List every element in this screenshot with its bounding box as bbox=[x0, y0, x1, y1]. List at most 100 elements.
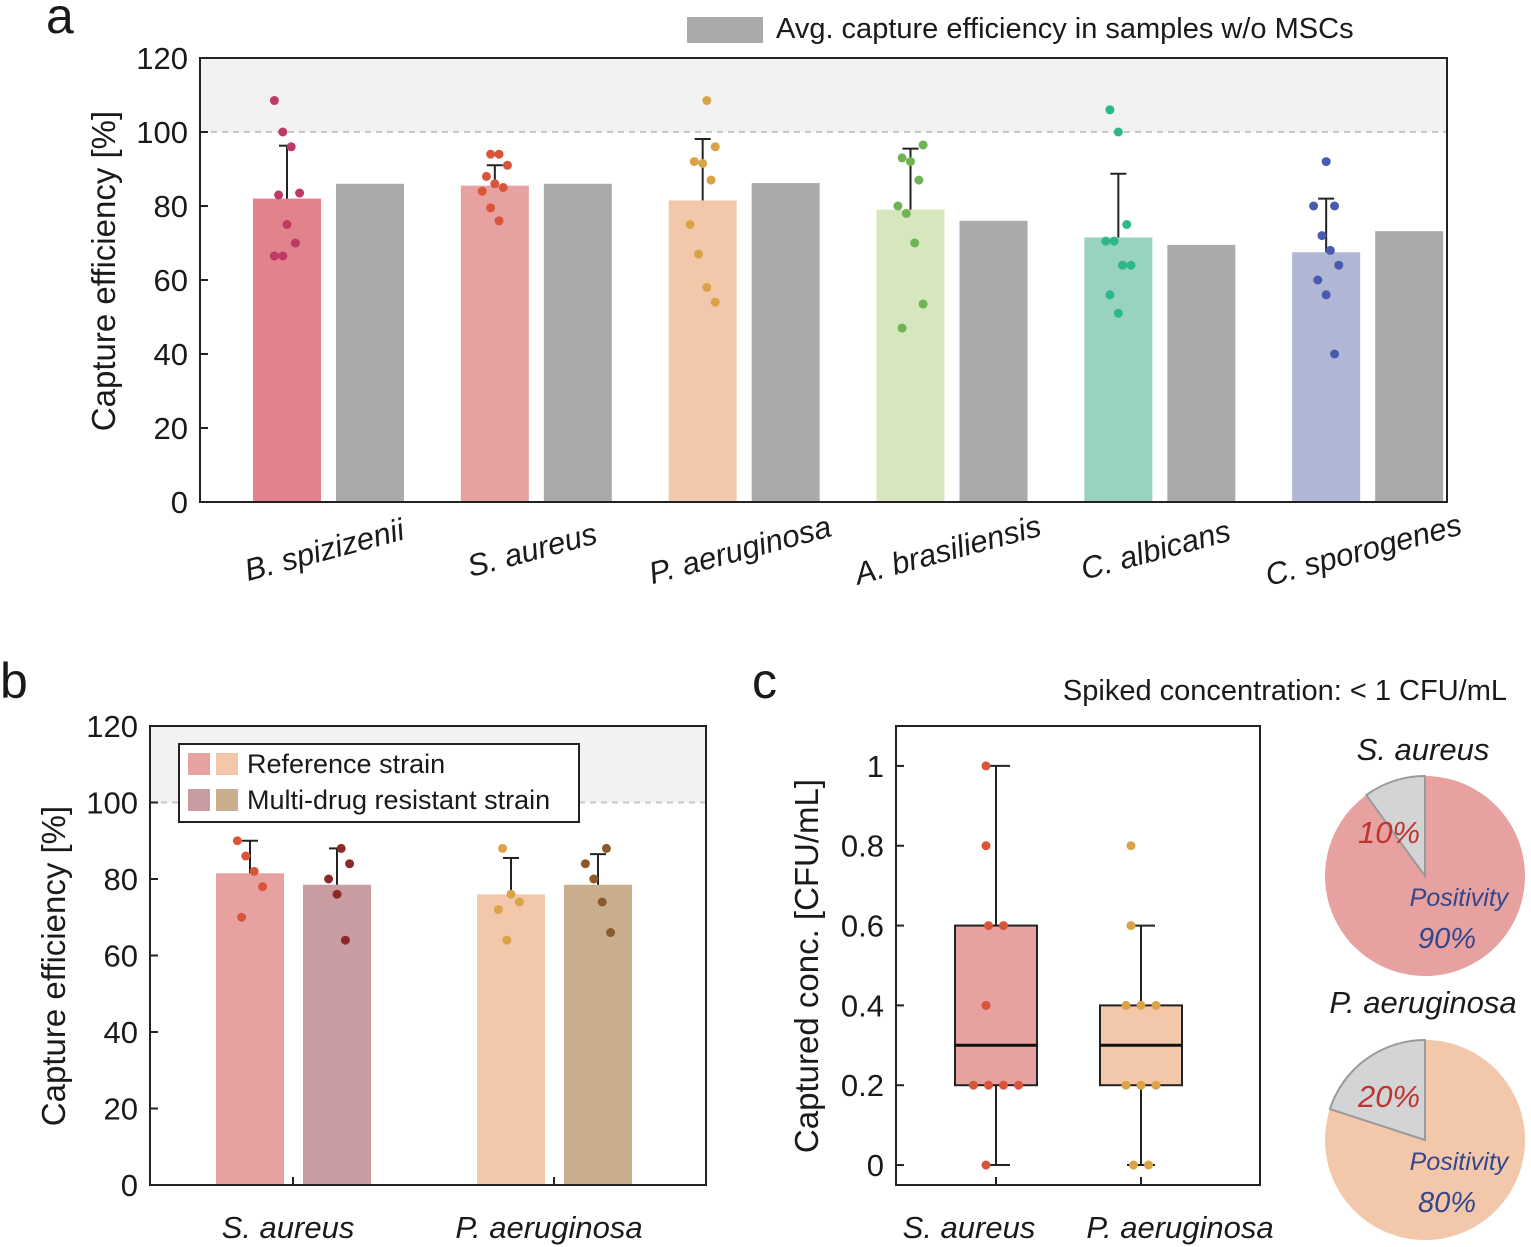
panel-b-data-point bbox=[502, 935, 512, 945]
panel-a-data-point bbox=[897, 153, 907, 163]
panel-a-ytick-label: 120 bbox=[136, 41, 188, 76]
panel-c-ytick-label: 0.6 bbox=[841, 909, 884, 944]
panel-a-data-point bbox=[269, 96, 279, 106]
panel-c-data-point bbox=[981, 1000, 991, 1010]
panel-c-ytick-label: 0.4 bbox=[841, 988, 884, 1023]
panel-c-frame bbox=[895, 725, 1261, 1186]
panel-a-bar bbox=[1292, 252, 1361, 502]
panel-a-data-point bbox=[490, 179, 500, 189]
panel-a-data-point bbox=[269, 251, 279, 261]
panel-a-data-point bbox=[918, 299, 928, 309]
panel-a-ytick-label: 60 bbox=[154, 263, 188, 298]
panel-a-data-point bbox=[1313, 275, 1323, 285]
panel-c-data-point bbox=[1129, 1160, 1138, 1170]
panel-b-data-point bbox=[506, 889, 516, 899]
panel-c-category-label: P. aeruginosa bbox=[1086, 1210, 1273, 1245]
panel-c-data-point bbox=[1126, 921, 1136, 931]
panel-b-data-point bbox=[258, 882, 268, 892]
panel-a-data-point bbox=[1321, 290, 1331, 300]
panel-a-data-point bbox=[1113, 127, 1123, 137]
panel-b-data-point bbox=[606, 928, 616, 938]
panel-a-data-point bbox=[685, 220, 695, 229]
panel-a-bar bbox=[876, 209, 945, 502]
panel-c-data-point bbox=[999, 1080, 1008, 1090]
panel-a-data-point bbox=[702, 282, 712, 292]
panel-a-data-point bbox=[1330, 349, 1340, 359]
panel-c-data-point bbox=[1121, 1080, 1131, 1090]
panel-b-data-point bbox=[249, 866, 259, 876]
pie-negative-label: 10% bbox=[1358, 815, 1420, 850]
panel-b-chart: Capture efficiency [%] 0 20 40 60 80 100 120 S.… bbox=[35, 709, 707, 1245]
panel-c-ytick-label: 0.8 bbox=[841, 829, 884, 864]
panel-a-data-point bbox=[901, 208, 911, 218]
panel-a-data-point bbox=[1309, 201, 1319, 211]
pie-title: S. aureus bbox=[1357, 732, 1490, 767]
panel-a-data-point bbox=[278, 127, 288, 137]
panel-b-category-label: S. aureus bbox=[222, 1210, 355, 1245]
panel-a-bar bbox=[668, 200, 737, 502]
panel-c-data-point bbox=[1121, 1000, 1131, 1010]
panel-b-data-point bbox=[597, 897, 607, 907]
panel-a-data-point bbox=[702, 96, 712, 106]
panel-c-box bbox=[954, 924, 1038, 1087]
panel-a-bar-without-msc bbox=[336, 183, 404, 503]
panel-c-data-point bbox=[1126, 841, 1136, 851]
panel-a-data-point bbox=[698, 158, 708, 168]
panel-c-ytick-label: 0 bbox=[867, 1148, 884, 1183]
pie-positivity-value: 80% bbox=[1418, 1187, 1476, 1219]
panel-a-data-point bbox=[1101, 236, 1111, 246]
panel-a-category-label: C. albicans bbox=[1077, 513, 1234, 586]
panel-b-legend-swatch-mdr-1 bbox=[188, 789, 210, 811]
panel-a-data-point bbox=[918, 140, 928, 150]
panel-a-data-point bbox=[1105, 105, 1115, 115]
panel-a-ylabel: Capture efficiency [%] bbox=[85, 111, 122, 431]
panel-a-category-label: P. aeruginosa bbox=[645, 509, 835, 591]
pie-slice-negative bbox=[1328, 1038, 1426, 1142]
panel-a-ytick-label: 20 bbox=[154, 411, 188, 446]
panel-b-legend-swatch-ref-1 bbox=[188, 753, 210, 775]
panel-b-ytick-label: 60 bbox=[104, 939, 138, 974]
panel-a-category-label: S. aureus bbox=[463, 516, 600, 584]
panel-a-bar-without-msc bbox=[1167, 244, 1236, 502]
panel-a-data-point bbox=[910, 238, 920, 248]
panel-label-c: c bbox=[752, 653, 777, 709]
panel-label-a: a bbox=[46, 0, 74, 44]
panel-a-data-point bbox=[282, 220, 292, 229]
panel-a-legend-label: Avg. capture efficiency in samples w/o M… bbox=[776, 13, 1354, 45]
panel-c-data-point bbox=[1151, 1080, 1161, 1090]
panel-a-ytick-label: 0 bbox=[171, 485, 188, 520]
panel-a-bar bbox=[253, 198, 321, 502]
panel-a-data-point bbox=[1325, 245, 1335, 255]
panel-a-data-point bbox=[906, 157, 915, 167]
panel-label-b: b bbox=[0, 653, 28, 709]
panel-b-bar bbox=[303, 884, 371, 1185]
panel-a-bar bbox=[460, 185, 529, 502]
panel-a-data-point bbox=[274, 190, 284, 200]
panel-b-data-point bbox=[345, 859, 355, 869]
panel-a-legend-swatch bbox=[687, 17, 763, 43]
panel-a-data-point bbox=[710, 142, 720, 152]
panel-b-data-point bbox=[514, 897, 524, 907]
panel-b-legend-swatch-ref-2 bbox=[216, 753, 238, 775]
panel-b-ytick-label: 20 bbox=[104, 1092, 138, 1127]
panel-b-data-point bbox=[241, 851, 251, 861]
panel-a-category-label: C. sporogenes bbox=[1262, 507, 1466, 593]
panel-a-bar-without-msc bbox=[1375, 231, 1444, 502]
panel-b-ytick-label: 100 bbox=[86, 786, 138, 821]
panel-c-data-point bbox=[969, 1080, 978, 1090]
panel-a-category-label: A. brasiliensis bbox=[849, 508, 1045, 592]
panel-b-ylabel: Capture efficiency [%] bbox=[35, 806, 72, 1126]
panel-b-legend-label: Reference strain bbox=[247, 749, 445, 779]
pie-negative-label: 20% bbox=[1357, 1079, 1420, 1114]
panel-a-ytick-label: 100 bbox=[136, 115, 188, 150]
panel-a-data-point bbox=[1126, 260, 1136, 270]
panel-a-data-point bbox=[286, 142, 296, 152]
panel-b-data-point bbox=[498, 843, 508, 853]
panel-a-data-point bbox=[1105, 290, 1115, 300]
panel-b-ytick-label: 0 bbox=[121, 1168, 138, 1203]
panel-b-data-point bbox=[493, 905, 503, 915]
panel-a-bar-without-msc bbox=[543, 183, 612, 503]
panel-c-data-point bbox=[1014, 1080, 1023, 1090]
panel-a-data-point bbox=[481, 171, 491, 181]
panel-a-data-point bbox=[486, 149, 496, 159]
